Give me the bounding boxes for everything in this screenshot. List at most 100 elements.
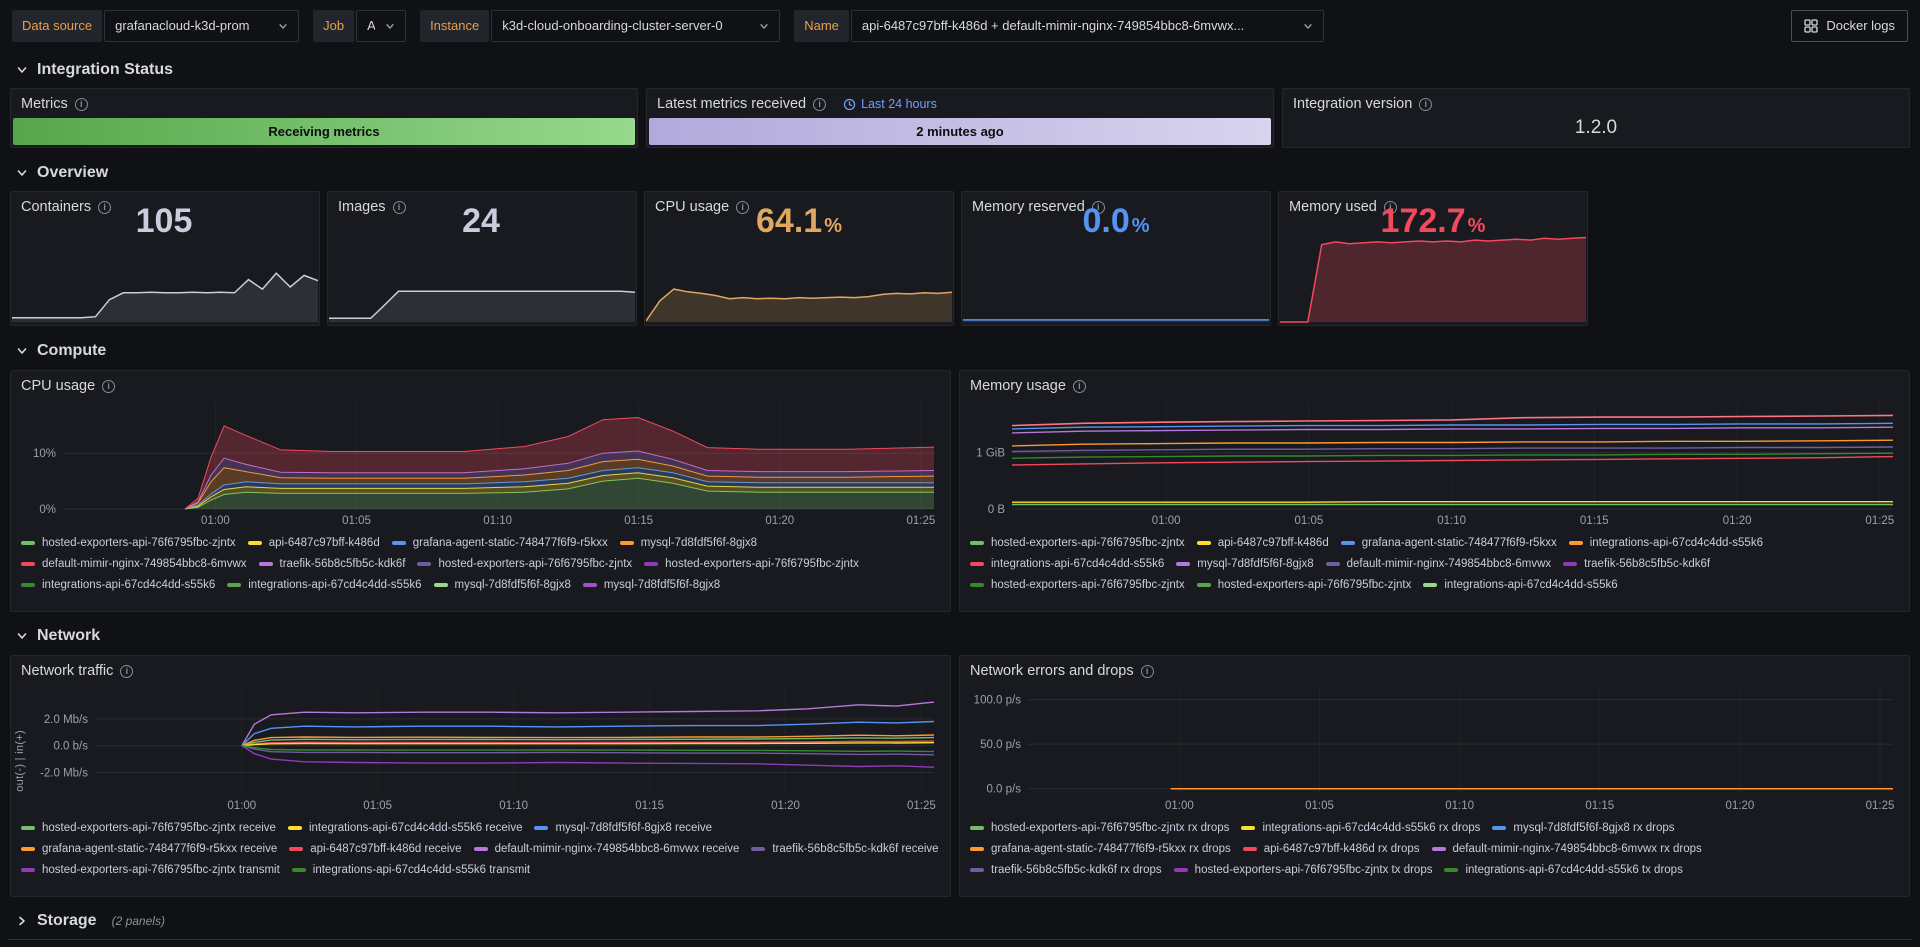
- legend-item[interactable]: mysql-7d8fdf5f6f-8gjx8: [582, 576, 720, 594]
- legend-item[interactable]: hosted-exporters-api-76f6795fbc-zjntx: [644, 555, 859, 573]
- legend-item[interactable]: integrations-api-67cd4c4dd-s55k6: [970, 555, 1164, 573]
- cpu-usage-chart[interactable]: 01:00 01:05 01:10 01:15 01:20 01:25 10% 0%: [11, 397, 950, 529]
- chart-canvas[interactable]: [963, 266, 1269, 324]
- section-compute[interactable]: Compute: [8, 338, 1912, 364]
- svg-text:0 B: 0 B: [988, 504, 1006, 516]
- legend-item[interactable]: mysql-7d8fdf5f6f-8gjx8: [619, 534, 757, 552]
- legend-label: traefik-56b8c5fb5c-kdk6f receive: [772, 843, 939, 855]
- chart-canvas[interactable]: 01:00 01:05 01:10 01:15 01:20 01:25 10% 0%: [11, 397, 950, 529]
- legend-item[interactable]: mysql-7d8fdf5f6f-8gjx8 rx drops: [1492, 819, 1675, 837]
- legend-item[interactable]: hosted-exporters-api-76f6795fbc-zjntx tx…: [1173, 861, 1432, 879]
- memory-usage-chart[interactable]: 01:00 01:05 01:10 01:15 01:20 01:25 1 GiB 0 B: [960, 397, 1909, 529]
- series-color-marker: [1241, 826, 1256, 830]
- images-sparkline: [329, 266, 636, 324]
- legend-item[interactable]: hosted-exporters-api-76f6795fbc-zjntx rx…: [970, 819, 1229, 837]
- svg-text:0.0 b/s: 0.0 b/s: [53, 741, 88, 753]
- legend-item[interactable]: api-6487c97bff-k486d: [247, 534, 380, 552]
- legend-label: integrations-api-67cd4c4dd-s55k6: [42, 579, 216, 591]
- chart-canvas[interactable]: 01:00 01:05 01:10 01:15 01:20 01:25 2.0 Mb/s 0.…: [11, 682, 950, 814]
- instance-select[interactable]: k3d-cloud-onboarding-cluster-server-0: [491, 9, 781, 42]
- legend-item[interactable]: default-mimir-nginx-749854bbc8-6mvwx rec…: [473, 840, 739, 858]
- series-color-marker: [1242, 847, 1257, 851]
- series-color-marker: [21, 562, 35, 566]
- legend-item[interactable]: api-6487c97bff-k486d rx drops: [1242, 840, 1420, 858]
- job-select[interactable]: All: [356, 9, 407, 42]
- network-errors-chart[interactable]: 01:00 01:05 01:10 01:15 01:20 01:25 100.0 p/s 5…: [960, 682, 1909, 814]
- info-icon[interactable]: i: [74, 97, 88, 111]
- legend-item[interactable]: hosted-exporters-api-76f6795fbc-zjntx: [970, 534, 1185, 552]
- legend-item[interactable]: mysql-7d8fdf5f6f-8gjx8 receive: [534, 819, 712, 837]
- variable-label-datasource: Data source: [12, 9, 103, 42]
- info-icon[interactable]: i: [120, 664, 134, 678]
- info-icon[interactable]: i: [813, 97, 827, 111]
- info-icon[interactable]: i: [1091, 200, 1105, 214]
- chart-canvas[interactable]: [12, 266, 319, 324]
- info-icon[interactable]: i: [1419, 97, 1433, 111]
- info-icon[interactable]: i: [102, 379, 116, 393]
- legend-item[interactable]: integrations-api-67cd4c4dd-s55k6 transmi…: [291, 861, 530, 879]
- legend-item[interactable]: api-6487c97bff-k486d receive: [289, 840, 462, 858]
- info-icon[interactable]: i: [1072, 379, 1086, 393]
- legend-item[interactable]: api-6487c97bff-k486d: [1196, 534, 1329, 552]
- info-icon[interactable]: i: [736, 200, 750, 214]
- series-color-marker: [970, 541, 984, 545]
- legend-item[interactable]: grafana-agent-static-748477f6f9-r5kxx: [391, 534, 608, 552]
- legend-item[interactable]: integrations-api-67cd4c4dd-s55k6: [1423, 576, 1618, 594]
- docker-logs-button[interactable]: Docker logs: [1791, 9, 1908, 42]
- chart-canvas[interactable]: [645, 266, 953, 324]
- legend-label: default-mimir-nginx-749854bbc8-6mvwx rx …: [1452, 843, 1702, 855]
- legend-item[interactable]: hosted-exporters-api-76f6795fbc-zjntx: [970, 576, 1185, 594]
- legend-item[interactable]: grafana-agent-static-748477f6f9-r5kxx rx…: [970, 840, 1231, 858]
- legend-item[interactable]: integrations-api-67cd4c4dd-s55k6 tx drop…: [1444, 861, 1683, 879]
- svg-text:01:05: 01:05: [1305, 800, 1334, 812]
- chart-canvas[interactable]: [1280, 230, 1587, 324]
- legend-item[interactable]: integrations-api-67cd4c4dd-s55k6: [227, 576, 422, 594]
- legend-item[interactable]: integrations-api-67cd4c4dd-s55k6 rx drop…: [1241, 819, 1480, 837]
- series-color-marker: [1563, 562, 1578, 566]
- legend-item[interactable]: traefik-56b8c5fb5c-kdk6f: [258, 555, 405, 573]
- legend-label: grafana-agent-static-748477f6f9-r5kxx rx…: [991, 843, 1231, 855]
- integration-status-row: Metrics i Receiving metrics Latest metri…: [10, 88, 1910, 148]
- legend-item[interactable]: hosted-exporters-api-76f6795fbc-zjntx tr…: [21, 861, 280, 879]
- svg-text:01:20: 01:20: [771, 800, 800, 812]
- stat-value: 105: [135, 202, 193, 240]
- panel-count-note: (2 panels): [111, 914, 165, 928]
- legend-item[interactable]: default-mimir-nginx-749854bbc8-6mvwx: [21, 555, 247, 573]
- time-range-override[interactable]: Last 24 hours: [843, 95, 937, 113]
- section-integration-status[interactable]: Integration Status: [8, 57, 1912, 83]
- section-storage[interactable]: Storage (2 panels): [8, 908, 1912, 934]
- name-select[interactable]: api-6487c97bff-k486d + default-mimir-ngi…: [850, 9, 1324, 42]
- legend-item[interactable]: grafana-agent-static-748477f6f9-r5kxx re…: [21, 840, 277, 858]
- legend-item[interactable]: traefik-56b8c5fb5c-kdk6f rx drops: [970, 861, 1162, 879]
- info-icon[interactable]: i: [1140, 664, 1154, 678]
- legend-item[interactable]: default-mimir-nginx-749854bbc8-6mvwx: [1325, 555, 1551, 573]
- legend-item[interactable]: hosted-exporters-api-76f6795fbc-zjntx: [21, 534, 236, 552]
- legend-item[interactable]: mysql-7d8fdf5f6f-8gjx8: [1176, 555, 1314, 573]
- section-network[interactable]: Network: [8, 623, 1912, 649]
- legend-label: mysql-7d8fdf5f6f-8gjx8: [1197, 558, 1314, 570]
- legend-item[interactable]: hosted-exporters-api-76f6795fbc-zjntx: [417, 555, 632, 573]
- info-icon[interactable]: i: [98, 200, 112, 214]
- chart-canvas[interactable]: 01:00 01:05 01:10 01:15 01:20 01:25 1 GiB 0 B: [960, 397, 1909, 529]
- network-traffic-chart[interactable]: 01:00 01:05 01:10 01:15 01:20 01:25 2.0 Mb/s 0.…: [11, 682, 950, 814]
- legend-item[interactable]: default-mimir-nginx-749854bbc8-6mvwx rx …: [1431, 840, 1702, 858]
- legend-item[interactable]: grafana-agent-static-748477f6f9-r5kxx: [1340, 534, 1557, 552]
- legend-item[interactable]: traefik-56b8c5fb5c-kdk6f receive: [751, 840, 939, 858]
- legend-item[interactable]: traefik-56b8c5fb5c-kdk6f: [1563, 555, 1710, 573]
- info-icon[interactable]: i: [392, 200, 406, 214]
- legend-item[interactable]: integrations-api-67cd4c4dd-s55k6 receive: [287, 819, 522, 837]
- datasource-select[interactable]: grafanacloud-k3d-prom: [104, 9, 300, 42]
- chart-canvas[interactable]: [329, 266, 636, 324]
- legend-item[interactable]: hosted-exporters-api-76f6795fbc-zjntx: [1196, 576, 1411, 594]
- variable-job: Job All: [313, 9, 407, 42]
- legend-label: integrations-api-67cd4c4dd-s55k6: [991, 558, 1165, 570]
- legend-label: hosted-exporters-api-76f6795fbc-zjntx re…: [42, 822, 276, 834]
- section-overview[interactable]: Overview: [8, 160, 1912, 186]
- legend-item[interactable]: integrations-api-67cd4c4dd-s55k6: [1568, 534, 1763, 552]
- legend-item[interactable]: integrations-api-67cd4c4dd-s55k6: [21, 576, 215, 594]
- legend-item[interactable]: mysql-7d8fdf5f6f-8gjx8: [433, 576, 571, 594]
- legend-label: grafana-agent-static-748477f6f9-r5kxx re…: [42, 843, 278, 855]
- legend-item[interactable]: hosted-exporters-api-76f6795fbc-zjntx re…: [21, 819, 276, 837]
- info-icon[interactable]: i: [1383, 200, 1397, 214]
- chart-canvas[interactable]: 01:00 01:05 01:10 01:15 01:20 01:25 100.0 p/s 5…: [960, 682, 1909, 814]
